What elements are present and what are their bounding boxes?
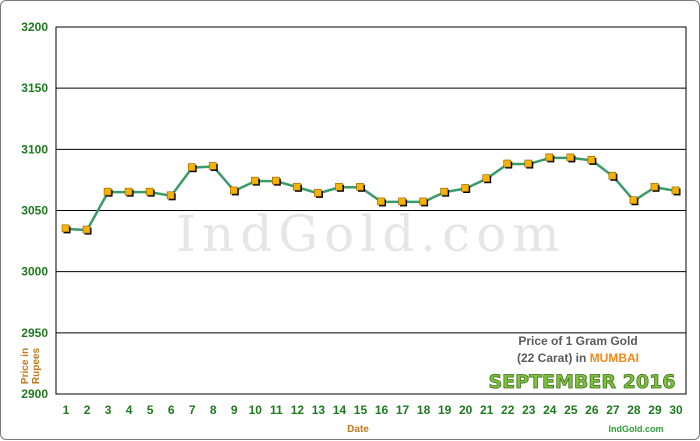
x-tick-label: 27 [606, 403, 620, 417]
legend-month-text: SEPTEMBER 2016 [488, 371, 675, 393]
legend-title-line2: (22 Carat) in MUMBAI [517, 351, 639, 365]
y-axis-label: Price in Rupees [20, 348, 42, 385]
data-point-marker [272, 176, 280, 185]
x-tick-label: 24 [543, 403, 557, 417]
plot-area-border [55, 26, 687, 395]
data-point-marker [229, 186, 238, 195]
legend-box: Price of 1 Gram Gold (22 Carat) in MUMBA… [488, 334, 676, 393]
data-point-marker [587, 156, 596, 164]
x-tick-label: 8 [210, 403, 217, 417]
y-tick-label: 3050 [21, 204, 48, 218]
x-tick-label: 23 [522, 403, 536, 417]
y-tick-label: 3150 [21, 81, 48, 95]
x-tick-label: 6 [168, 403, 175, 417]
watermark-text: IndGold.com [176, 205, 565, 263]
x-tick-label: 15 [354, 403, 368, 417]
data-point-marker [524, 159, 533, 168]
x-tick-label: 3 [105, 403, 112, 417]
y-axis-label-line2: Rupees [31, 348, 42, 385]
x-tick-label: 12 [291, 403, 305, 417]
x-tick-label: 11 [270, 403, 283, 417]
x-tick-label: 26 [585, 403, 599, 417]
data-point-marker [671, 186, 680, 195]
data-point-marker [566, 153, 575, 162]
gridlines [56, 87, 686, 334]
data-point-marker [251, 176, 259, 185]
x-tick-label: 14 [333, 403, 347, 417]
x-tick-label: 25 [564, 403, 578, 417]
data-point-marker [419, 197, 427, 206]
data-point-marker [503, 159, 512, 168]
x-tick-label: 28 [627, 403, 641, 417]
data-point-marker [608, 171, 617, 180]
x-tick-label: 16 [375, 403, 389, 417]
x-tick-label: 19 [438, 403, 452, 417]
x-tick-label: 29 [648, 403, 662, 417]
y-axis-label-line1: Price in [20, 348, 31, 384]
data-point-marker [629, 196, 638, 205]
data-point-marker [398, 197, 406, 206]
y-tick-label: 2950 [21, 326, 48, 340]
data-point-marker [293, 182, 301, 191]
x-axis-label: Date [347, 424, 369, 435]
y-tick-label: 2900 [21, 387, 48, 401]
x-tick-labels: 1 2 3 4 5 6 7 8 9 10 11 12 13 14 15 16 17 18 19 20 21 22 23 24 2… [63, 403, 683, 417]
data-point-marker [61, 224, 70, 233]
data-point-marker [103, 187, 112, 196]
data-point-marker [545, 153, 554, 162]
footer-credit: IndGold.com [609, 424, 664, 434]
x-tick-label: 20 [459, 403, 473, 417]
data-point-marker [335, 182, 343, 191]
x-tick-label: 10 [249, 403, 263, 417]
data-point-marker [482, 174, 490, 182]
legend-city-text: MUMBAI [590, 351, 639, 365]
y-tick-label: 3000 [21, 265, 48, 279]
data-point-marker [440, 187, 448, 196]
data-point-marker [461, 184, 469, 192]
data-point-marker [187, 163, 196, 171]
data-point-marker [314, 189, 322, 197]
x-tick-label: 22 [501, 403, 515, 417]
x-tick-label: 21 [480, 403, 494, 417]
y-tick-labels: 2900 2950 3000 3050 3100 3150 3200 [21, 20, 48, 401]
data-point-marker [145, 187, 154, 196]
y-tick-label: 3100 [21, 142, 48, 156]
data-point-marker [166, 191, 175, 200]
x-tick-label: 17 [396, 403, 410, 417]
x-tick-label: 18 [417, 403, 431, 417]
x-tick-label: 13 [312, 403, 326, 417]
x-tick-label: 4 [126, 403, 133, 417]
legend-title-line1: Price of 1 Gram Gold [518, 334, 637, 348]
data-point-marker [208, 162, 217, 170]
x-tick-label: 5 [147, 403, 154, 417]
data-point-marker [377, 197, 385, 206]
data-point-marker [650, 182, 659, 191]
data-point-marker [356, 182, 364, 191]
x-tick-label: 2 [84, 403, 91, 417]
x-tick-label: 30 [669, 403, 683, 417]
x-tick-label: 7 [189, 403, 196, 417]
data-point-marker [82, 225, 91, 234]
x-tick-label: 1 [63, 403, 70, 417]
legend-carat-text: (22 Carat) in [517, 351, 590, 365]
x-tick-label: 9 [231, 403, 238, 417]
price-series [61, 153, 681, 235]
data-point-marker [124, 187, 133, 196]
y-tick-label: 3200 [21, 20, 48, 34]
